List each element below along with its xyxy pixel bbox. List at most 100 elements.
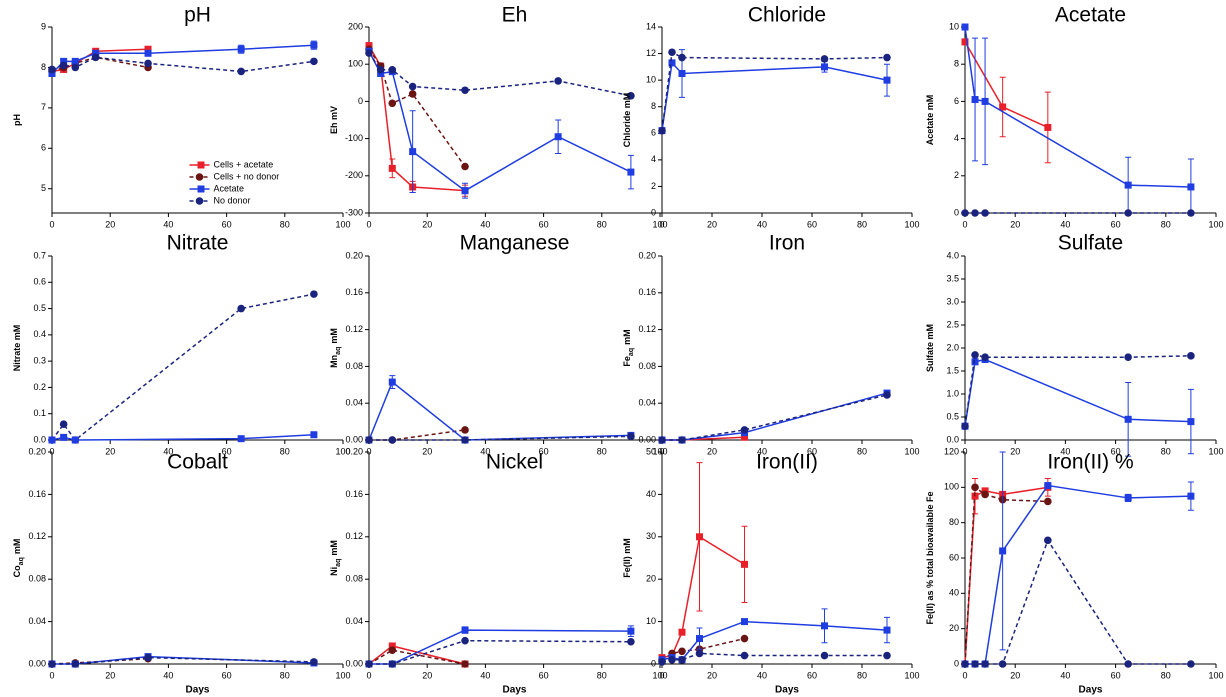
x-tick-label: 80 [280,670,290,680]
y-label-text: Fe [622,356,632,367]
y-axis-label: Fe(II) mM [622,538,632,578]
series-line [661,535,745,659]
y-label-text: pH [12,114,22,126]
circle-marker [388,436,397,444]
x-tick-label: 80 [857,446,867,456]
circle-marker [1124,660,1132,668]
x-tick-label: 0 [49,670,54,680]
x-tick-label: 80 [280,219,290,229]
panel: Chloride 0 2 4 6 8 10 12 14 0 20 40 60 80 100 Chloride … [622,4,919,230]
y-tick-label: 0.2 [33,382,46,392]
square-marker [388,164,396,172]
y-tick-label: 5 [41,183,46,193]
x-tick-label: 40 [480,670,490,680]
square-marker [821,63,828,71]
x-tick-label: 20 [105,219,115,229]
y-tick-label: 6 [954,96,959,106]
series-line [368,649,466,665]
circle-marker [981,660,989,668]
circle-marker [1044,497,1052,506]
square-marker [1187,418,1195,426]
circle-marker [971,660,979,668]
y-tick-label: 0 [651,658,656,668]
circle-marker [237,67,245,76]
x-tick-label: 0 [366,219,371,229]
y-tick-label: 0.12 [345,531,363,541]
x-tick-label: 80 [597,446,607,456]
square-marker [71,57,79,65]
x-tick-label: 60 [1111,670,1121,680]
x-axis-label: Days [1079,685,1103,696]
x-tick-label: 100 [1208,446,1223,456]
y-tick-label: 30 [646,531,656,541]
circle-marker [627,637,635,646]
panel: pH 5 6 7 8 9 0 20 40 60 80 100 pH Cells + acetate Cell… [12,4,350,230]
y-label-unit: mM [329,328,339,344]
circle-marker [740,634,749,643]
y-axis-label: Sulfate mM [925,324,935,372]
x-tick-label: 60 [539,219,549,229]
square-marker [678,70,686,77]
square-marker [1187,492,1195,500]
x-tick-label: 100 [335,670,350,680]
x-tick-label: 60 [539,670,549,680]
y-tick-label: 0.16 [345,489,363,499]
panel-title: Iron [769,232,805,255]
x-tick-label: 80 [597,670,607,680]
y-axis-label: Coaq mM [12,539,25,578]
circle-marker [461,162,469,171]
circle-marker [461,436,469,444]
y-tick-label: 2.0 [946,342,959,352]
square-marker [388,642,396,650]
x-tick-label: 0 [659,670,664,680]
series-line [369,629,631,665]
square-marker [696,533,703,541]
y-axis-label: Acetate mM [925,95,935,146]
y-tick-label: 8 [651,101,656,111]
square-marker [741,618,748,626]
square-marker [961,38,969,46]
circle-marker [883,651,891,660]
x-tick-label: 60 [1111,446,1121,456]
y-label-text: Fe(II) mM [622,538,632,578]
y-tick-label: 0.0 [946,434,959,444]
y-tick-label: 40 [949,588,959,598]
circle-marker [461,636,469,645]
y-tick-label: 0.00 [638,434,656,444]
circle-marker [820,55,829,63]
y-label-text: Nitrate mM [12,325,22,372]
circle-marker [820,651,829,660]
circle-marker [658,126,666,135]
y-tick-label: 50 [646,446,656,456]
y-axis-label: Feaq mM [622,329,635,366]
square-marker [971,358,979,366]
series-line [662,392,888,441]
circle-marker [981,209,989,217]
y-label-unit: mM [329,540,339,556]
y-tick-label: 0.6 [33,277,46,287]
square-marker [696,635,703,643]
circle-marker [376,65,385,74]
y-tick-label: 4 [651,154,656,164]
circle-marker [740,651,749,660]
series-line [662,394,888,441]
y-tick-label: -300 [345,207,363,217]
y-tick-label: 0.4 [33,329,46,339]
y-tick-label: 0.04 [28,616,46,626]
x-tick-label: 20 [707,670,717,680]
y-tick-label: 0.00 [345,434,363,444]
square-marker [144,45,152,53]
y-tick-label: 1.5 [946,365,959,375]
legend-label: Acetate [214,183,245,193]
panel-title: Iron(II) [756,451,818,474]
y-tick-label: 120 [944,446,959,456]
y-tick-label: 0.0 [33,434,46,444]
y-tick-label: 0.3 [33,356,46,366]
y-tick-label: 10 [646,75,656,85]
circle-marker [310,57,318,66]
circle-marker [627,92,635,100]
square-marker [1124,181,1132,189]
